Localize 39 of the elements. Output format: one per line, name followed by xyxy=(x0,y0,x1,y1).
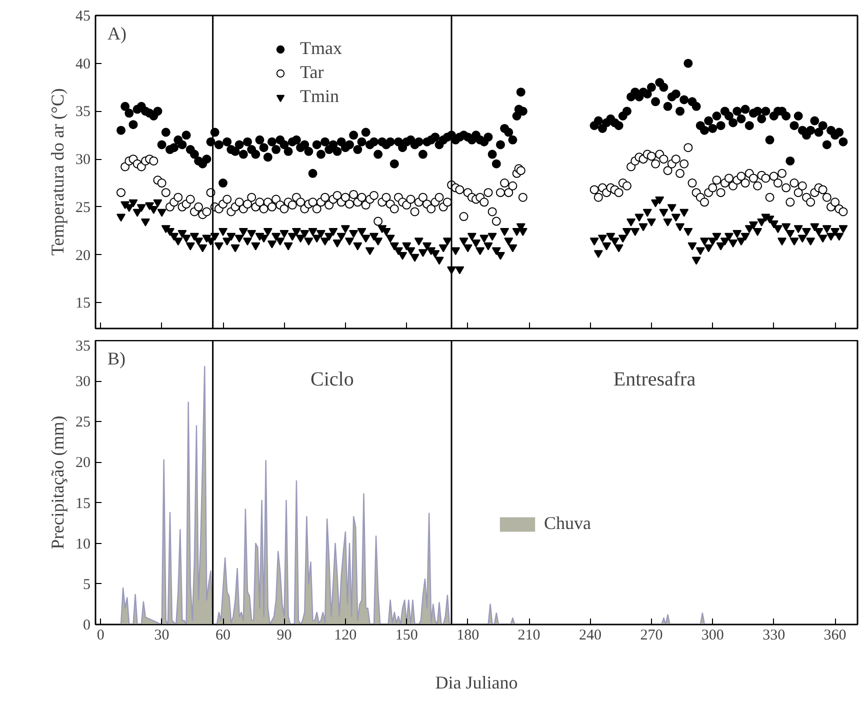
x-tick-label: 210 xyxy=(518,628,540,644)
legend-label: Tmin xyxy=(300,86,339,107)
x-tick-label: 90 xyxy=(276,628,292,644)
legend-label: Chuva xyxy=(544,513,591,534)
annotation: B) xyxy=(108,348,126,368)
y-axis-title: Precipitação (mm) xyxy=(48,416,68,550)
y-tick-label: 20 xyxy=(76,248,90,264)
y-tick-label: 35 xyxy=(76,338,90,354)
legend-label: Tmax xyxy=(300,38,342,59)
y-tick-label: 25 xyxy=(76,200,90,216)
x-tick-label: 360 xyxy=(824,628,846,644)
y-tick-label: 30 xyxy=(76,152,90,168)
y-tick-label: 25 xyxy=(76,414,90,431)
y-tick-label: 5 xyxy=(83,576,90,593)
x-tick-label: 240 xyxy=(578,628,602,644)
x-tick-label: 150 xyxy=(395,628,418,644)
y-tick-label: 10 xyxy=(76,536,90,552)
y-axis-title: Temperatura do ar (°C) xyxy=(48,88,68,256)
x-tick-label: 30 xyxy=(154,628,170,644)
annotation: A) xyxy=(108,24,126,44)
x-tick-label: 0 xyxy=(96,628,104,644)
y-tick-label: 45 xyxy=(76,8,90,24)
y-tick-label: 15 xyxy=(76,496,90,512)
legend-label: Tar xyxy=(300,62,324,83)
x-tick-label: 60 xyxy=(216,628,231,644)
y-tick-label: 30 xyxy=(76,374,90,390)
y-tick-label: 20 xyxy=(76,455,90,472)
x-tick-label: 300 xyxy=(701,628,724,644)
annotation: Entresafra xyxy=(613,368,696,390)
x-axis-title: Dia Juliano xyxy=(435,672,518,692)
y-tick-label: 0 xyxy=(83,618,90,634)
x-tick-label: 330 xyxy=(762,628,786,644)
x-tick-label: 120 xyxy=(334,628,357,644)
y-tick-label: 15 xyxy=(76,296,90,312)
y-tick-label: 35 xyxy=(76,104,90,120)
annotation: Ciclo xyxy=(310,368,354,390)
x-tick-label: 270 xyxy=(640,628,663,644)
y-tick-label: 40 xyxy=(76,56,90,72)
x-tick-label: 180 xyxy=(456,628,480,644)
